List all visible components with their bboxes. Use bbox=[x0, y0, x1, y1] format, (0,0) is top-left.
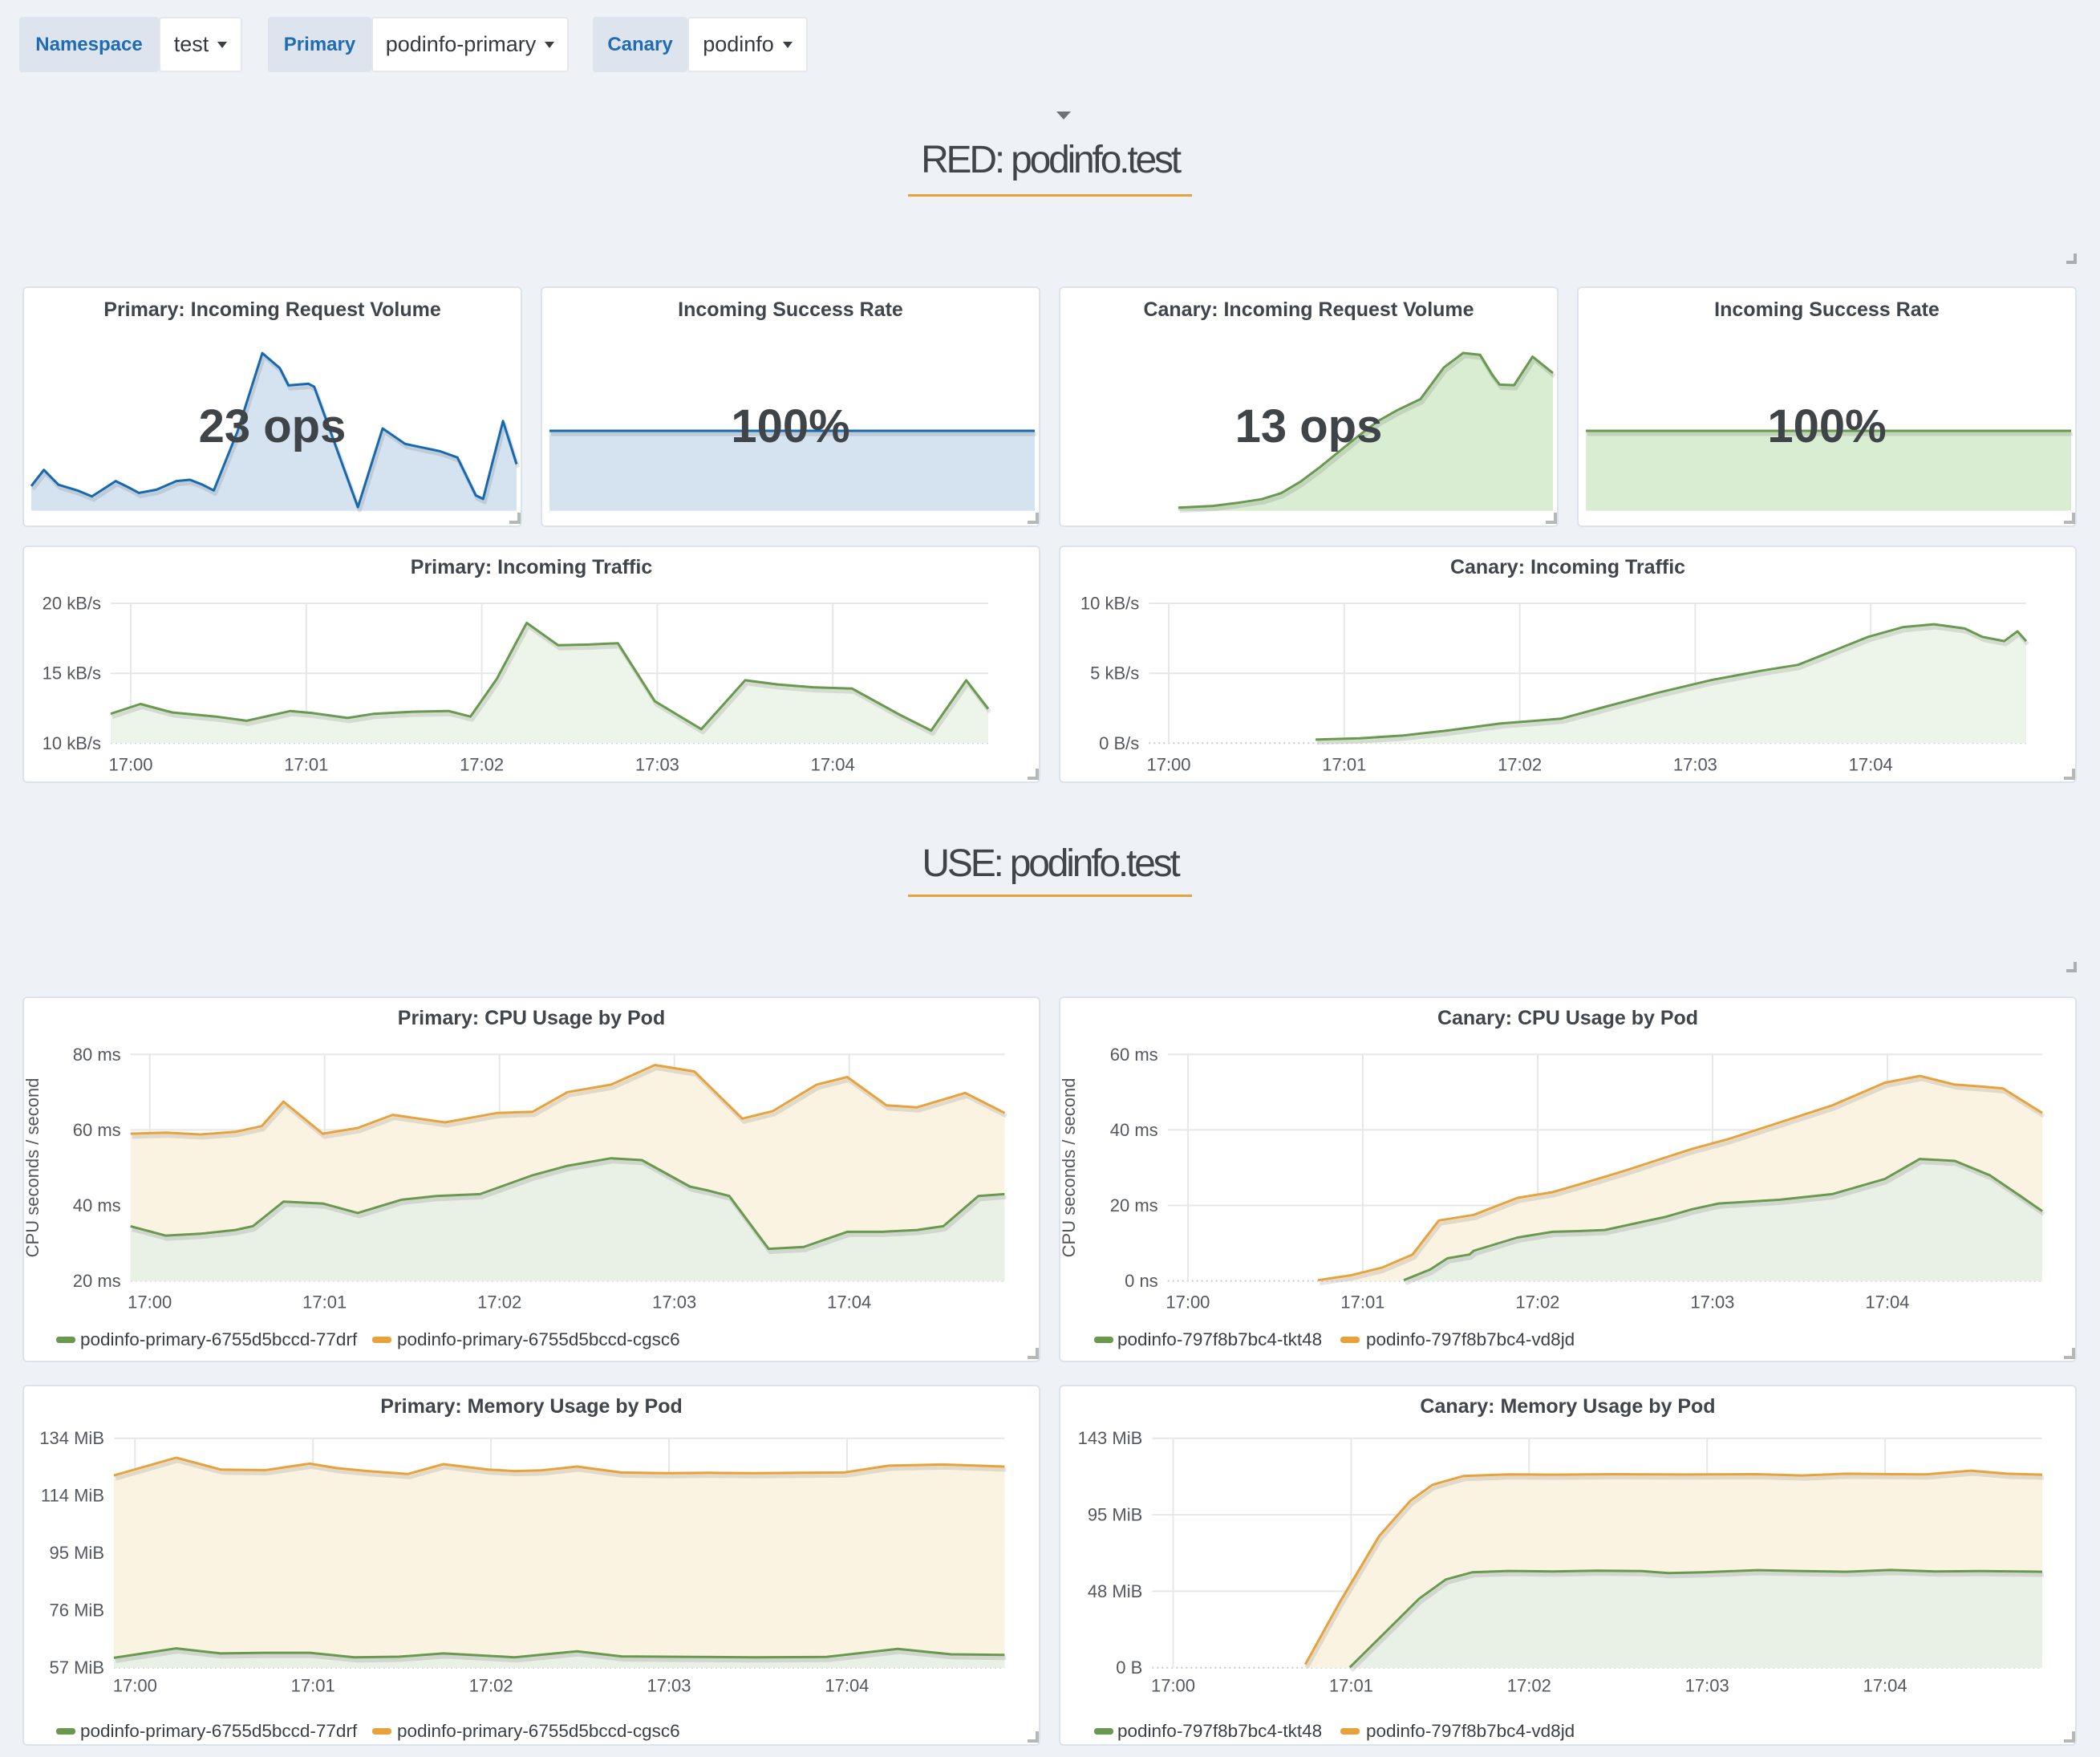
svg-text:17:03: 17:03 bbox=[1685, 1676, 1729, 1696]
svg-text:17:03: 17:03 bbox=[1690, 1292, 1734, 1313]
svg-text:17:01: 17:01 bbox=[302, 1292, 347, 1313]
svg-text:17:00: 17:00 bbox=[108, 754, 152, 774]
svg-text:podinfo-primary-6755d5bccd-cgs: podinfo-primary-6755d5bccd-cgsc6 bbox=[397, 1721, 680, 1741]
svg-text:17:03: 17:03 bbox=[652, 1292, 696, 1313]
svg-text:20 ms: 20 ms bbox=[1110, 1195, 1158, 1215]
svg-text:17:04: 17:04 bbox=[1863, 1676, 1907, 1696]
svg-text:podinfo-797f8b7bc4-tkt48: podinfo-797f8b7bc4-tkt48 bbox=[1117, 1329, 1322, 1349]
svg-text:podinfo-797f8b7bc4-tkt48: podinfo-797f8b7bc4-tkt48 bbox=[1117, 1721, 1322, 1741]
svg-text:17:01: 17:01 bbox=[284, 754, 328, 774]
svg-text:48 MiB: 48 MiB bbox=[1088, 1581, 1142, 1601]
svg-text:17:01: 17:01 bbox=[1340, 1292, 1384, 1313]
svg-text:17:04: 17:04 bbox=[811, 754, 855, 774]
svg-text:10 kB/s: 10 kB/s bbox=[43, 733, 101, 753]
svg-text:17:02: 17:02 bbox=[1498, 754, 1542, 774]
svg-text:17:01: 17:01 bbox=[1322, 754, 1366, 774]
svg-text:17:00: 17:00 bbox=[128, 1292, 172, 1313]
svg-text:17:02: 17:02 bbox=[1515, 1292, 1559, 1313]
svg-text:17:02: 17:02 bbox=[477, 1292, 521, 1313]
svg-text:40 ms: 40 ms bbox=[73, 1195, 121, 1215]
svg-text:17:01: 17:01 bbox=[1329, 1676, 1373, 1696]
svg-text:76 MiB: 76 MiB bbox=[50, 1601, 104, 1621]
svg-text:podinfo-primary-6755d5bccd-77d: podinfo-primary-6755d5bccd-77drf bbox=[80, 1329, 358, 1349]
svg-text:CPU seconds / second: CPU seconds / second bbox=[24, 1078, 43, 1258]
svg-text:17:00: 17:00 bbox=[1151, 1676, 1195, 1696]
svg-text:17:04: 17:04 bbox=[1865, 1292, 1909, 1313]
svg-text:57 MiB: 57 MiB bbox=[50, 1658, 104, 1678]
svg-text:17:03: 17:03 bbox=[647, 1676, 691, 1696]
svg-text:17:02: 17:02 bbox=[1507, 1676, 1551, 1696]
svg-text:17:02: 17:02 bbox=[469, 1676, 513, 1696]
svg-text:17:00: 17:00 bbox=[1146, 754, 1190, 774]
svg-text:15 kB/s: 15 kB/s bbox=[43, 663, 101, 684]
svg-text:17:04: 17:04 bbox=[1849, 754, 1893, 774]
svg-text:5 kB/s: 5 kB/s bbox=[1090, 663, 1139, 684]
svg-text:17:03: 17:03 bbox=[1673, 754, 1717, 774]
svg-text:17:04: 17:04 bbox=[827, 1292, 871, 1313]
svg-text:0 ns: 0 ns bbox=[1125, 1271, 1158, 1291]
svg-text:podinfo-797f8b7bc4-vd8jd: podinfo-797f8b7bc4-vd8jd bbox=[1366, 1329, 1575, 1349]
svg-text:0 B/s: 0 B/s bbox=[1099, 733, 1139, 753]
svg-text:80 ms: 80 ms bbox=[73, 1045, 121, 1065]
svg-text:podinfo-primary-6755d5bccd-77d: podinfo-primary-6755d5bccd-77drf bbox=[80, 1721, 358, 1741]
svg-text:60 ms: 60 ms bbox=[1110, 1045, 1158, 1065]
svg-text:17:01: 17:01 bbox=[291, 1676, 335, 1696]
svg-text:17:03: 17:03 bbox=[635, 754, 679, 774]
svg-text:60 ms: 60 ms bbox=[73, 1120, 121, 1140]
svg-text:40 ms: 40 ms bbox=[1110, 1120, 1158, 1140]
svg-text:17:00: 17:00 bbox=[113, 1676, 157, 1696]
svg-text:95 MiB: 95 MiB bbox=[50, 1543, 104, 1563]
svg-text:114 MiB: 114 MiB bbox=[41, 1486, 104, 1506]
svg-text:134 MiB: 134 MiB bbox=[39, 1428, 104, 1448]
svg-text:podinfo-primary-6755d5bccd-cgs: podinfo-primary-6755d5bccd-cgsc6 bbox=[397, 1329, 680, 1349]
svg-text:143 MiB: 143 MiB bbox=[1078, 1428, 1143, 1448]
svg-text:10 kB/s: 10 kB/s bbox=[1080, 593, 1139, 613]
svg-text:20 kB/s: 20 kB/s bbox=[43, 593, 101, 613]
svg-text:17:02: 17:02 bbox=[460, 754, 504, 774]
svg-text:podinfo-797f8b7bc4-vd8jd: podinfo-797f8b7bc4-vd8jd bbox=[1366, 1721, 1575, 1741]
svg-text:17:04: 17:04 bbox=[825, 1676, 869, 1696]
svg-text:17:00: 17:00 bbox=[1166, 1292, 1210, 1313]
svg-text:20 ms: 20 ms bbox=[73, 1271, 121, 1291]
svg-text:0 B: 0 B bbox=[1116, 1658, 1142, 1678]
svg-text:CPU seconds / second: CPU seconds / second bbox=[1060, 1078, 1079, 1258]
svg-text:95 MiB: 95 MiB bbox=[1088, 1505, 1142, 1525]
